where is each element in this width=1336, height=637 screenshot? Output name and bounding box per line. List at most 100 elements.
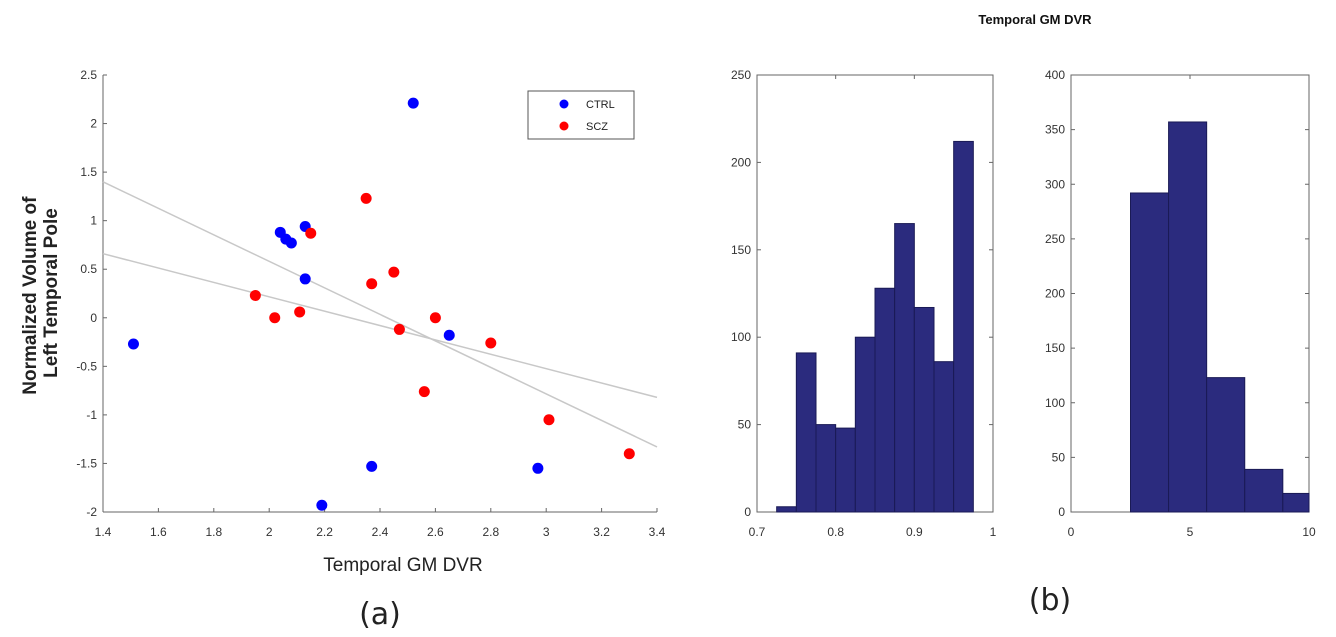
point-scz bbox=[249, 289, 261, 301]
point-ctrl bbox=[285, 237, 297, 249]
point-scz bbox=[393, 323, 405, 335]
point-scz bbox=[485, 337, 497, 349]
histogram-right-y-tick-label: 400 bbox=[1045, 68, 1065, 82]
scatter-y-tick-label: -1 bbox=[86, 408, 97, 422]
y-axis-title-line-2: Left Temporal Pole bbox=[41, 208, 62, 378]
scatter-y-tick-label: 1.5 bbox=[80, 165, 97, 179]
histogram-right-bar bbox=[1244, 468, 1284, 513]
panel-label-a: (a) bbox=[359, 597, 401, 632]
histogram-left-y-tick-label: 150 bbox=[731, 243, 751, 257]
scatter-y-tick-label: 2.5 bbox=[80, 68, 97, 82]
histogram-left-bar bbox=[835, 427, 856, 513]
histogram-right-y-tick-label: 250 bbox=[1045, 232, 1065, 246]
scatter-fit-lines bbox=[102, 181, 658, 448]
scatter-y-tick-label: -1.5 bbox=[76, 456, 97, 470]
point-scz bbox=[418, 386, 430, 398]
scatter-x-tick-label: 2.2 bbox=[316, 525, 333, 539]
scatter-x-ticks: 1.4 1.6 1.8 2 2.2 2.4 2.6 2.8 3 3.2 3.4 bbox=[95, 508, 666, 539]
histogram-left-bar bbox=[854, 336, 876, 513]
point-scz bbox=[388, 266, 400, 278]
histogram-left-y-tick-label: 250 bbox=[731, 68, 751, 82]
histogram-right-bar bbox=[1168, 121, 1208, 513]
regression-line-1 bbox=[102, 181, 658, 448]
histogram-left-bar bbox=[815, 424, 837, 513]
histogram-right-y-tick-label: 200 bbox=[1045, 287, 1065, 301]
histogram-right-bar bbox=[1282, 492, 1310, 513]
histogram-left: 0 50 100 150 200 250 0.7 0.8 0.9 1 bbox=[731, 68, 997, 539]
histogram-right-y-tick-label: 350 bbox=[1045, 123, 1065, 137]
point-scz bbox=[623, 448, 635, 460]
scatter-x-tick-label: 2.4 bbox=[372, 525, 389, 539]
histogram-left-bar bbox=[933, 361, 955, 513]
scatter-points bbox=[127, 97, 635, 511]
legend-label-scz: SCZ bbox=[586, 121, 608, 133]
scatter-x-tick-label: 1.4 bbox=[95, 525, 112, 539]
scatter-y-tick-label: -2 bbox=[86, 505, 97, 519]
point-scz bbox=[305, 227, 317, 239]
point-ctrl bbox=[127, 338, 139, 350]
scatter-x-tick-label: 1.8 bbox=[205, 525, 222, 539]
histogram-right-y-tick-label: 300 bbox=[1045, 177, 1065, 191]
scatter-y-tick-label: 1 bbox=[90, 214, 97, 228]
histogram-right-x-ticks: 0 5 10 bbox=[1068, 75, 1316, 539]
legend-marker-scz bbox=[559, 121, 569, 131]
histogram-right-bar bbox=[1130, 192, 1170, 513]
legend-marker-ctrl bbox=[559, 99, 569, 109]
scatter-panel: 2.5 2 1.5 1 0.5 0 -0.5 -1 -1.5 -2 1.4 1.6 1.8 2 2.2 2.… bbox=[20, 68, 666, 632]
histogram-left-bar bbox=[874, 287, 896, 513]
scatter-legend: CTRL SCZ bbox=[527, 90, 635, 140]
histogram-right-x-tick-label: 10 bbox=[1302, 525, 1316, 539]
point-scz bbox=[269, 312, 281, 324]
scatter-x-tick-label: 3.2 bbox=[593, 525, 610, 539]
point-scz bbox=[429, 312, 441, 324]
y-axis-title-line-1: Normalized Volume of bbox=[20, 196, 41, 395]
histogram-title: Temporal GM DVR bbox=[978, 12, 1092, 27]
histogram-right-y-tick-label: 150 bbox=[1045, 341, 1065, 355]
scatter-x-tick-label: 1.6 bbox=[150, 525, 167, 539]
histogram-left-x-tick-label: 0.8 bbox=[827, 525, 844, 539]
histogram-right-bars bbox=[1130, 121, 1310, 513]
histogram-right-x-tick-label: 5 bbox=[1187, 525, 1194, 539]
scatter-y-axis-title: Normalized Volume of Left Temporal Pole bbox=[20, 191, 62, 394]
scatter-y-tick-label: 2 bbox=[90, 117, 97, 131]
histogram-left-bar bbox=[913, 306, 935, 513]
histogram-left-bar bbox=[953, 140, 974, 513]
scatter-x-tick-label: 2.6 bbox=[427, 525, 444, 539]
histogram-right-y-tick-label: 100 bbox=[1045, 396, 1065, 410]
histogram-left-y-tick-label: 50 bbox=[738, 418, 752, 432]
legend-label-ctrl: CTRL bbox=[586, 99, 615, 111]
point-ctrl bbox=[443, 329, 455, 341]
point-scz bbox=[360, 192, 372, 204]
scatter-y-tick-label: 0 bbox=[90, 311, 97, 325]
histogram-right-y-tick-label: 0 bbox=[1058, 505, 1065, 519]
scatter-x-tick-label: 2 bbox=[266, 525, 273, 539]
point-ctrl bbox=[299, 273, 311, 285]
histogram-left-x-tick-label: 0.9 bbox=[906, 525, 923, 539]
scatter-x-axis-title: Temporal GM DVR bbox=[323, 555, 482, 576]
point-scz bbox=[366, 278, 378, 290]
histogram-left-x-tick-label: 0.7 bbox=[749, 525, 766, 539]
histogram-left-y-tick-label: 100 bbox=[731, 330, 751, 344]
point-ctrl bbox=[532, 462, 544, 474]
scatter-y-ticks: 2.5 2 1.5 1 0.5 0 -0.5 -1 -1.5 -2 bbox=[76, 68, 107, 519]
histogram-left-bar bbox=[795, 352, 817, 513]
histogram-left-y-ticks: 0 50 100 150 200 250 bbox=[731, 68, 993, 519]
histogram-left-y-tick-label: 0 bbox=[744, 505, 751, 519]
scatter-y-tick-label: 0.5 bbox=[80, 262, 97, 276]
point-scz bbox=[294, 306, 306, 318]
scatter-x-tick-label: 3 bbox=[543, 525, 550, 539]
panel-label-b: (b) bbox=[1029, 583, 1071, 618]
histogram-right-bar bbox=[1206, 377, 1246, 513]
scatter-x-tick-label: 2.8 bbox=[482, 525, 499, 539]
histogram-left-bar bbox=[776, 506, 797, 513]
histogram-right: 0 50 100 150 200 250 300 350 400 0 5 10 bbox=[1045, 68, 1316, 539]
scatter-y-tick-label: -0.5 bbox=[76, 359, 97, 373]
point-scz bbox=[543, 414, 555, 426]
point-ctrl bbox=[407, 97, 419, 109]
legend-box bbox=[527, 90, 635, 140]
scatter-x-tick-label: 3.4 bbox=[649, 525, 666, 539]
point-ctrl bbox=[366, 460, 378, 472]
regression-line-2 bbox=[102, 252, 658, 399]
